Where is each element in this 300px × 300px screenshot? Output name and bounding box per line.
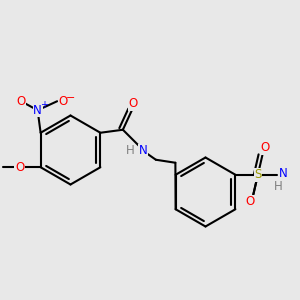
Text: N: N [33, 104, 42, 117]
Text: O: O [58, 95, 68, 108]
Text: −: − [66, 93, 75, 103]
Text: +: + [40, 100, 48, 110]
Text: H: H [274, 180, 282, 193]
Text: N: N [139, 144, 147, 157]
Text: N: N [279, 167, 288, 180]
Text: O: O [261, 141, 270, 154]
Text: H: H [126, 144, 135, 157]
Text: O: O [16, 95, 26, 108]
Text: O: O [15, 161, 24, 174]
Text: O: O [246, 195, 255, 208]
Text: O: O [129, 97, 138, 110]
Text: S: S [254, 168, 262, 181]
